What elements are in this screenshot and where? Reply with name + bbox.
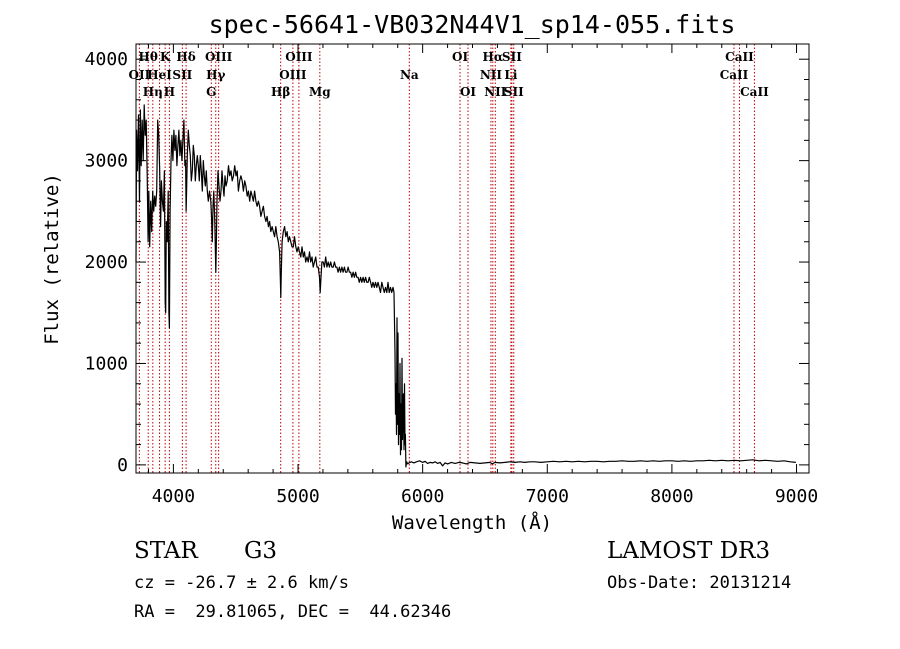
spectral-line-label: SII <box>172 68 192 82</box>
spectral-line-label: Hγ <box>206 68 225 82</box>
spectral-line-label: Mg <box>309 85 331 99</box>
object-subclass: G3 <box>244 538 278 564</box>
spectral-line-label: G <box>206 85 216 99</box>
spectral-line-label: OI <box>460 85 476 99</box>
x-axis-label: Wavelength (Å) <box>392 511 552 534</box>
spectral-line-label: CaII <box>720 68 749 82</box>
observation-date: Obs-Date: 20131214 <box>607 573 792 593</box>
spectral-line-labels: OIIHθHηHeIKHSIIHδGHγOIIIHβOIIIOIIIMgNaOI… <box>129 50 770 99</box>
spectral-line-label: Hη <box>143 85 163 99</box>
spectral-line-label: OIII <box>285 50 313 64</box>
spectral-line-label: Li <box>504 68 517 82</box>
redshift-cz: cz = -26.7 ± 2.6 km/s <box>134 573 349 593</box>
y-tick-label: 0 <box>117 455 128 476</box>
x-tick-label: 7000 <box>526 486 569 507</box>
y-axis-ticks: 0 1000 2000 3000 4000 <box>85 49 809 476</box>
spectral-line-label: HeI <box>147 68 172 82</box>
x-axis-ticks: 4000 5000 6000 7000 8000 9000 <box>147 44 818 507</box>
spectral-line-markers <box>138 44 755 473</box>
plot-frame <box>135 43 810 474</box>
y-tick-label: 3000 <box>85 151 128 172</box>
x-tick-label: 5000 <box>276 486 319 507</box>
spectral-line-label: K <box>160 50 171 64</box>
y-tick-label: 2000 <box>85 252 128 273</box>
coordinates: RA = 29.81065, DEC = 44.62346 <box>134 602 452 622</box>
spectral-line-label: SII <box>504 85 524 99</box>
spectral-line-label: SII <box>502 50 522 64</box>
object-class: STAR <box>134 538 198 564</box>
spectral-line-label: OI <box>452 50 468 64</box>
spectral-line-label: Hα <box>483 50 504 64</box>
spectral-line-label: OIII <box>205 50 233 64</box>
y-axis-label: Flux (relative) <box>41 173 63 345</box>
x-tick-label: 6000 <box>401 486 444 507</box>
spectral-line-label: NII <box>480 68 503 82</box>
chart-title: spec-56641-VB032N44V1_sp14-055.fits <box>209 10 736 39</box>
spectral-line-label: Hβ <box>271 85 290 99</box>
spectral-line-label: NII <box>484 85 507 99</box>
spectrum-line <box>135 104 796 468</box>
spectral-line-label: Hθ <box>139 50 158 64</box>
survey-release: LAMOST DR3 <box>607 538 771 564</box>
spectral-line-label: OII <box>129 68 151 82</box>
y-tick-label: 1000 <box>85 353 128 374</box>
x-tick-label: 9000 <box>775 486 818 507</box>
spectral-line-label: Na <box>400 68 419 82</box>
x-tick-label: 8000 <box>650 486 693 507</box>
spectral-line-label: CaII <box>725 50 754 64</box>
x-tick-label: 4000 <box>152 486 195 507</box>
spectral-line-label: CaII <box>740 85 769 99</box>
spectral-line-label: OIII <box>279 68 307 82</box>
spectral-line-label: H <box>164 85 175 99</box>
y-tick-label: 4000 <box>85 49 128 70</box>
spectral-line-label: Hδ <box>176 50 195 64</box>
